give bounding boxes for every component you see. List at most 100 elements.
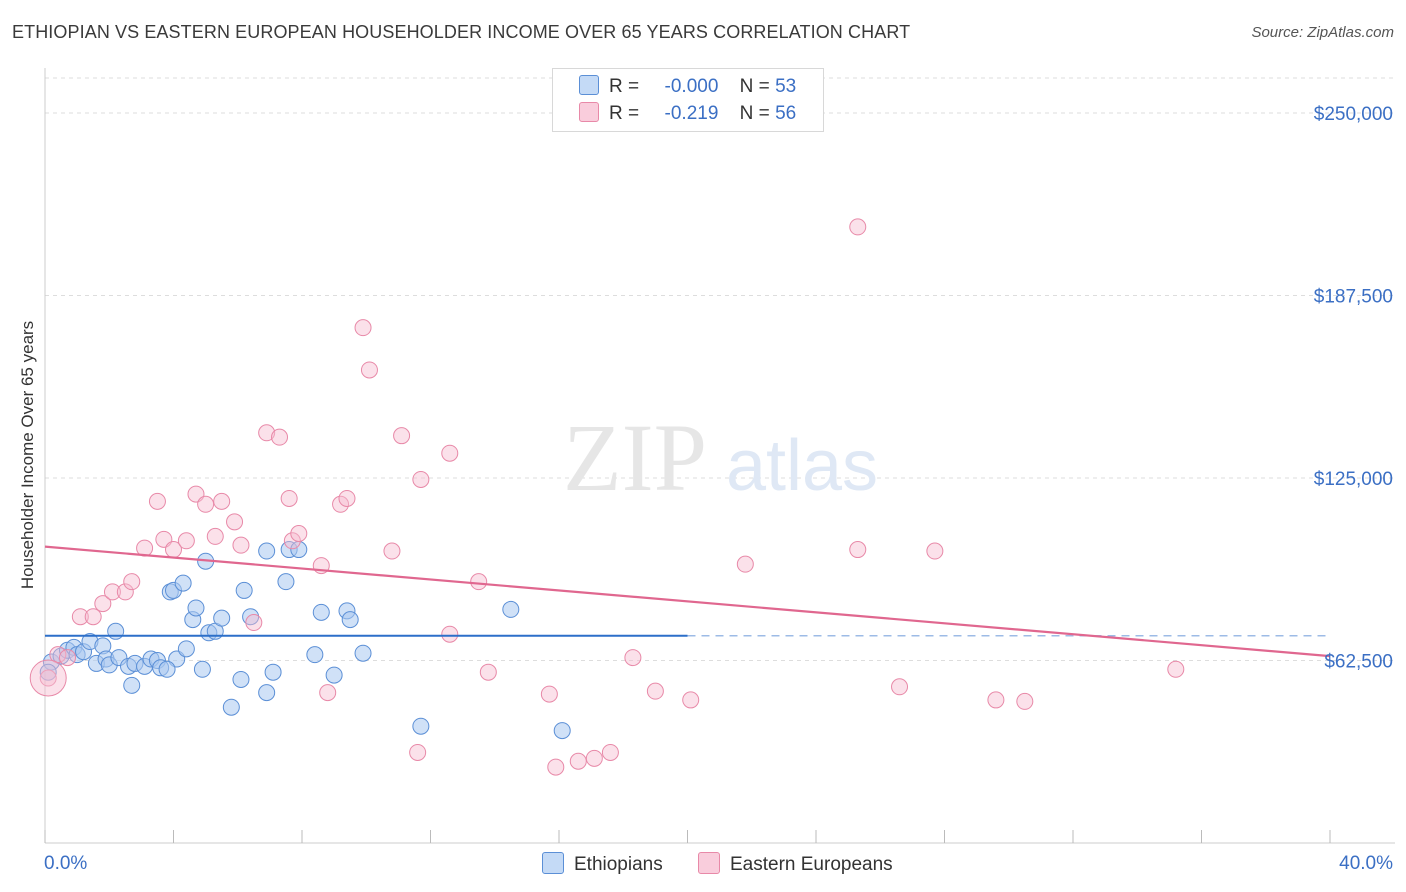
legend-item-eastern-europeans[interactable]: Eastern Europeans [698, 852, 893, 876]
eastern-point [441, 625, 459, 643]
eastern-point [601, 743, 619, 761]
ethiopian-point [264, 663, 282, 681]
eastern-point [585, 749, 603, 767]
y-axis-label: Householder Income Over 65 years [18, 321, 37, 589]
grid-lines [45, 77, 1395, 662]
eastern-point [409, 743, 427, 761]
ethiopian-r-value: -0.000 [664, 76, 719, 97]
eastern-point [148, 492, 166, 510]
eastern-europeans-swatch [698, 852, 720, 874]
eastern-point [926, 542, 944, 560]
r-label: R = [609, 103, 640, 124]
eastern-point [271, 428, 289, 446]
legend-label-ethiopians: Ethiopians [574, 854, 663, 875]
eastern-point [280, 489, 298, 507]
ethiopian-point [306, 646, 324, 664]
ethiopian-point [277, 573, 295, 591]
eastern-point [338, 489, 356, 507]
eastern-point [849, 218, 867, 236]
eastern-point [891, 678, 909, 696]
ethiopian-point [412, 717, 430, 735]
eastern-point [682, 691, 700, 709]
legend-row-ethiopian: R = -0.000 N = 53 [579, 75, 796, 98]
eastern-r-value: -0.219 [664, 103, 719, 124]
eastern-point [39, 669, 57, 687]
eastern-point [849, 541, 867, 559]
ethiopian-point [222, 698, 240, 716]
x-tick-label-min: 0.0% [44, 853, 87, 874]
eastern-point [258, 424, 276, 442]
ethiopian-point [213, 609, 231, 627]
eastern-point [470, 573, 488, 591]
eastern-point [736, 555, 754, 573]
eastern-points [29, 218, 1185, 776]
ethiopian-swatch [579, 75, 599, 95]
r-label: R = [609, 76, 640, 97]
ethiopian-point [354, 644, 372, 662]
eastern-point [360, 361, 378, 379]
eastern-point [383, 542, 401, 560]
watermark-atlas: atlas [726, 426, 878, 506]
eastern-point [177, 532, 195, 550]
ethiopian-point [325, 666, 343, 684]
eastern-point [213, 492, 231, 510]
ethiopian-point [193, 660, 211, 678]
eastern-point [94, 595, 112, 613]
ethiopians-swatch [542, 852, 564, 874]
legend-row-eastern: R = -0.219 N = 56 [579, 102, 796, 125]
eastern-point [116, 583, 134, 601]
eastern-point [1167, 660, 1185, 678]
ethiopian-points [39, 541, 571, 740]
legend-item-ethiopians[interactable]: Ethiopians [542, 852, 663, 876]
ethiopian-point [123, 676, 141, 694]
eastern-point [624, 649, 642, 667]
eastern-point [206, 527, 224, 545]
ethiopian-point [187, 599, 205, 617]
eastern-point [245, 614, 263, 632]
eastern-point [547, 758, 565, 776]
legend-label-eastern-europeans: Eastern Europeans [730, 854, 893, 875]
n-label: N = [739, 76, 770, 97]
eastern-point [232, 536, 250, 554]
axes [44, 68, 1395, 844]
ethiopian-point [502, 600, 520, 618]
eastern-point [103, 583, 121, 601]
ethiopian-point [553, 722, 571, 740]
chart-title: ETHIOPIAN VS EASTERN EUROPEAN HOUSEHOLDE… [12, 22, 911, 42]
ethiopian-point [174, 574, 192, 592]
eastern-point [354, 319, 372, 337]
ethiopian-point [177, 640, 195, 658]
ethiopian-n-value: 53 [775, 76, 797, 97]
ethiopian-point [258, 684, 276, 702]
y-tick-label: $125,000 [1314, 469, 1393, 490]
ethiopian-point [158, 660, 176, 678]
eastern-cluster-point [29, 659, 67, 697]
eastern-point [646, 682, 664, 700]
eastern-point [290, 524, 308, 542]
source-label: Source: ZipAtlas.com [1251, 24, 1394, 41]
y-tick-label: $250,000 [1314, 104, 1393, 125]
eastern-n-value: 56 [775, 103, 797, 124]
eastern-point [1016, 692, 1034, 710]
n-label: N = [739, 103, 770, 124]
eastern-point [412, 470, 430, 488]
trend-lines [44, 545, 1331, 658]
ethiopian-point [312, 603, 330, 621]
eastern-point [540, 685, 558, 703]
ethiopian-point [107, 622, 125, 640]
eastern-point [123, 573, 141, 591]
ethiopian-point [235, 581, 253, 599]
tick-labels: $62,500 $125,000 $187,500 $250,000 0.0% 40.0% [44, 104, 1393, 874]
eastern-point [58, 649, 76, 667]
ethiopian-point [341, 611, 359, 629]
eastern-point [283, 532, 301, 550]
eastern-point [332, 495, 350, 513]
eastern-point [569, 752, 587, 770]
eastern-point [71, 608, 89, 626]
eastern-point [197, 495, 215, 513]
ethiopian-point [232, 670, 250, 688]
watermark-zip: ZIP [563, 404, 707, 511]
eastern-point [84, 608, 102, 626]
ethiopian-point [39, 663, 57, 681]
eastern-point [393, 427, 411, 445]
